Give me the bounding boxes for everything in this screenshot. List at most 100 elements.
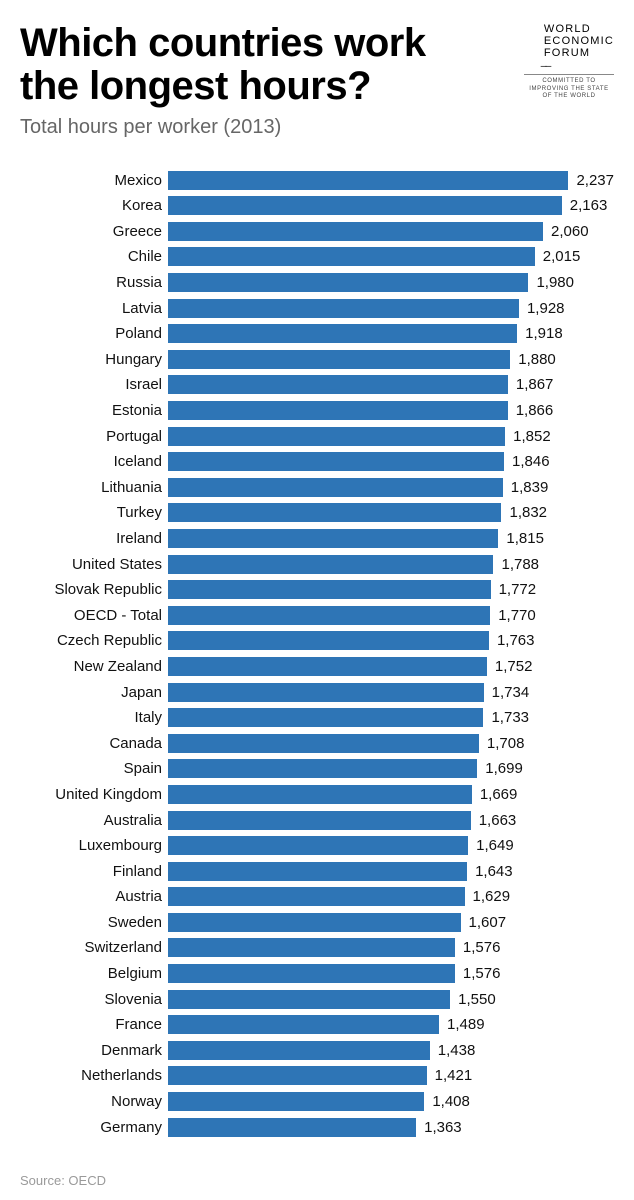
bar-slot: 1,576 <box>168 964 614 983</box>
bar <box>168 683 484 702</box>
bar-slot: 1,772 <box>168 580 614 599</box>
bar <box>168 734 479 753</box>
bar-row: Israel1,867 <box>20 372 614 398</box>
bar-slot: 1,928 <box>168 299 614 318</box>
bar-row: Netherlands 1,421 <box>20 1063 614 1089</box>
bar-row: Finland1,643 <box>20 858 614 884</box>
bar-row: Hungary1,880 <box>20 347 614 373</box>
bar-row: OECD - Total1,770 <box>20 602 614 628</box>
bar-row: Norway1,408 <box>20 1089 614 1115</box>
bar-slot: 1,734 <box>168 683 614 702</box>
page-title: Which countries work the longest hours? <box>20 22 497 108</box>
bar-label: Czech Republic <box>20 632 168 649</box>
bar-label: Greece <box>20 223 168 240</box>
bar-slot: 1,489 <box>168 1015 614 1034</box>
bar-slot: 1,770 <box>168 606 614 625</box>
subtitle: Total hours per worker (2013) <box>20 116 497 139</box>
bar-slot: 1,421 <box>168 1066 614 1085</box>
bar-label: Germany <box>20 1119 168 1136</box>
bar-label: Finland <box>20 863 168 880</box>
bar-label: Israel <box>20 376 168 393</box>
bar-value: 1,708 <box>479 735 525 752</box>
bar <box>168 273 528 292</box>
bar-value: 1,980 <box>528 274 574 291</box>
bar-slot: 1,880 <box>168 350 614 369</box>
bar-row: United States1,788 <box>20 551 614 577</box>
bar-row: Slovenia 1,550 <box>20 986 614 1012</box>
bar-row: Russia 1,980 <box>20 270 614 296</box>
bar-value: 1,763 <box>489 632 535 649</box>
bar-row: Estonia1,866 <box>20 398 614 424</box>
bar-row: New Zealand1,752 <box>20 654 614 680</box>
title-line-2: the longest hours? <box>20 64 371 108</box>
bar-value: 1,733 <box>483 709 529 726</box>
logo-line-1: WORLD <box>544 23 591 35</box>
bar-value: 1,839 <box>503 479 549 496</box>
bar <box>168 836 468 855</box>
bar <box>168 1118 416 1137</box>
bar-label: Switzerland <box>20 939 168 956</box>
bar <box>168 350 510 369</box>
bar <box>168 606 490 625</box>
source-text: Source: OECD <box>20 1173 614 1188</box>
bar-label: Australia <box>20 812 168 829</box>
bar-value: 1,815 <box>498 530 544 547</box>
bar-slot: 1,629 <box>168 887 614 906</box>
bar-label: Japan <box>20 684 168 701</box>
bar-value: 1,408 <box>424 1093 470 1110</box>
wef-logo: WORLD ECONOMIC FORUM ̶ ̶ COMMITTED TO IM… <box>509 24 614 101</box>
bar-value: 1,852 <box>505 428 551 445</box>
bar-slot: 1,663 <box>168 811 614 830</box>
bar-slot: 1,752 <box>168 657 614 676</box>
bar-label: Turkey <box>20 504 168 521</box>
bar <box>168 478 503 497</box>
bar-slot: 1,607 <box>168 913 614 932</box>
bar <box>168 862 467 881</box>
bar-value: 1,550 <box>450 991 496 1008</box>
bar <box>168 503 501 522</box>
bar-slot: 1,649 <box>168 836 614 855</box>
bar <box>168 1041 430 1060</box>
bar-label: Slovenia <box>20 991 168 1008</box>
bar-label: Latvia <box>20 300 168 317</box>
bar-row: Turkey 1,832 <box>20 500 614 526</box>
logo-line-4: ̶ ̶ <box>544 59 549 71</box>
bar-row: Slovak Republic 1,772 <box>20 577 614 603</box>
bar-slot: 1,852 <box>168 427 614 446</box>
bar <box>168 324 517 343</box>
bar-slot: 2,237 <box>168 171 614 190</box>
bar <box>168 964 455 983</box>
logo-line-3: FORUM <box>544 47 590 59</box>
bar-slot: 1,550 <box>168 990 614 1009</box>
bar-label: Austria <box>20 888 168 905</box>
bar-value: 1,772 <box>491 581 537 598</box>
bar-row: Canada1,708 <box>20 730 614 756</box>
logo-line-2: ECONOMIC <box>544 35 614 47</box>
bar-slot: 1,846 <box>168 452 614 471</box>
bar-value: 1,699 <box>477 760 523 777</box>
bar-value: 1,421 <box>427 1067 473 1084</box>
bar-value: 1,363 <box>416 1119 462 1136</box>
bar <box>168 452 504 471</box>
bar <box>168 708 483 727</box>
bar-value: 1,832 <box>501 504 547 521</box>
bar-row: Belgium1,576 <box>20 961 614 987</box>
bar-row: Spain1,699 <box>20 756 614 782</box>
bar <box>168 529 498 548</box>
bar-row: Portugal1,852 <box>20 423 614 449</box>
bar-slot: 1,867 <box>168 375 614 394</box>
bar-row: Ireland 1,815 <box>20 526 614 552</box>
bar-slot: 2,060 <box>168 222 614 241</box>
bar-label: Netherlands <box>20 1067 168 1084</box>
bar-row: Denmark1,438 <box>20 1038 614 1064</box>
bar-label: Ireland <box>20 530 168 547</box>
bar <box>168 555 493 574</box>
bar-label: France <box>20 1016 168 1033</box>
bar <box>168 1092 424 1111</box>
bar <box>168 657 487 676</box>
bar-label: Russia <box>20 274 168 291</box>
bar <box>168 887 465 906</box>
bar-row: Japan1,734 <box>20 679 614 705</box>
bar-slot: 1,980 <box>168 273 614 292</box>
bar-label: Slovak Republic <box>20 581 168 598</box>
